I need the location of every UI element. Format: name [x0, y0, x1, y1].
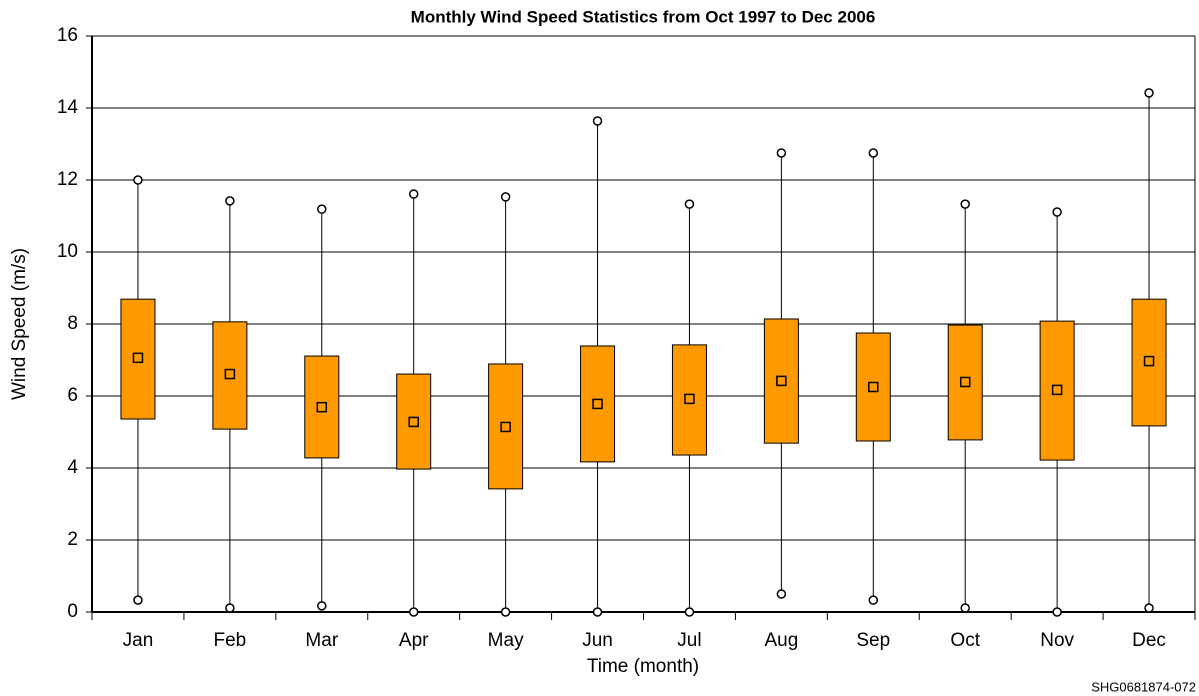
y-tick-label: 14	[57, 97, 79, 118]
min-marker	[684, 607, 695, 617]
max-marker	[684, 199, 695, 209]
box	[855, 332, 891, 442]
y-tick-label: 2	[67, 529, 78, 550]
mean-marker	[132, 352, 144, 364]
y-tick-label: 8	[67, 313, 78, 334]
mean-marker	[776, 375, 787, 387]
x-axis-label: Time (month)	[587, 656, 699, 677]
y-axis-label: Wind Speed (m/s)	[9, 248, 30, 400]
x-tick-label: Apr	[399, 630, 429, 651]
x-tick-label: Oct	[950, 630, 980, 651]
box	[488, 363, 524, 490]
min-marker	[133, 595, 143, 605]
max-marker	[592, 116, 603, 126]
max-marker	[960, 199, 970, 209]
max-marker	[1052, 207, 1062, 217]
x-tick-label: Sep	[856, 630, 890, 651]
max-marker	[868, 148, 879, 158]
x-tick-label: Jul	[677, 630, 701, 651]
mean-marker	[1143, 355, 1155, 367]
mean-marker	[868, 381, 879, 393]
mean-marker	[959, 376, 971, 388]
max-marker	[317, 204, 327, 214]
box	[947, 324, 983, 441]
min-marker	[592, 607, 603, 617]
max-marker	[408, 189, 419, 199]
y-tick-label: 0	[67, 601, 78, 622]
box	[763, 318, 799, 444]
chart-title: Monthly Wind Speed Statistics from Oct 1…	[411, 7, 876, 26]
min-marker	[408, 607, 419, 617]
box	[580, 345, 616, 463]
min-marker	[776, 589, 787, 599]
min-marker	[1052, 607, 1062, 617]
min-marker	[1144, 603, 1154, 613]
max-marker	[776, 148, 787, 158]
y-tick-label: 12	[57, 169, 78, 190]
min-marker	[317, 601, 327, 611]
mean-marker	[224, 368, 236, 380]
mean-marker	[684, 393, 695, 405]
box	[671, 344, 707, 456]
box	[396, 373, 432, 470]
x-tick-label: Jan	[123, 630, 154, 651]
x-tick-label: Mar	[305, 630, 338, 651]
mean-marker	[316, 401, 328, 413]
mean-marker	[500, 421, 511, 433]
box	[1131, 298, 1167, 427]
min-marker	[225, 603, 235, 613]
min-marker	[960, 603, 970, 613]
y-tick-label: 6	[67, 385, 78, 406]
box	[1039, 320, 1075, 461]
footnote: SHG0681874-072	[1091, 679, 1196, 694]
max-marker	[500, 192, 511, 202]
min-marker	[500, 607, 511, 617]
mean-marker	[1051, 384, 1063, 396]
max-marker	[1144, 88, 1154, 98]
x-tick-label: Jun	[582, 630, 613, 651]
y-tick-label: 4	[67, 457, 78, 478]
y-tick-label: 10	[57, 241, 78, 262]
x-tick-label: Dec	[1132, 630, 1166, 651]
y-tick-label: 16	[57, 25, 78, 46]
mean-marker	[592, 398, 603, 410]
box	[120, 298, 156, 420]
box	[304, 355, 340, 459]
max-marker	[133, 175, 143, 185]
mean-marker	[408, 416, 419, 428]
x-tick-label: Aug	[764, 630, 798, 651]
x-tick-label: Nov	[1040, 630, 1074, 651]
max-marker	[225, 196, 235, 206]
min-marker	[868, 595, 879, 605]
box	[212, 321, 248, 430]
x-tick-label: Feb	[214, 630, 247, 651]
x-tick-label: May	[488, 630, 524, 651]
